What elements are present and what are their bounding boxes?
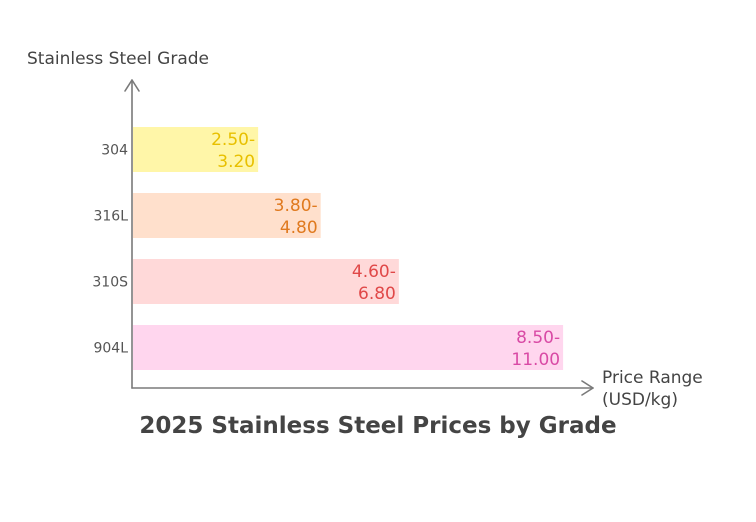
category-label-904l: 904L [93, 341, 128, 357]
category-label-310s: 310S [92, 275, 128, 291]
x-axis-arrowhead [581, 380, 594, 396]
data-label-904l: 8.50-11.00 [511, 328, 560, 370]
bar-316l [133, 193, 321, 238]
y-axis-title: Stainless Steel Grade [27, 49, 209, 69]
data-label-310s: 4.60-6.80 [352, 262, 396, 304]
bar-310s [133, 259, 399, 304]
chart-title: 2025 Stainless Steel Prices by Grade [139, 413, 617, 439]
bar-904l [133, 325, 564, 370]
data-label-304: 2.50-3.20 [211, 130, 255, 172]
x-axis-title: Price Range (USD/kg) [602, 368, 708, 410]
bar-304 [133, 127, 259, 172]
x-axis-title-line-1: Price Range [602, 368, 703, 388]
category-label-304: 304 [101, 143, 128, 159]
data-label-316l: 3.80-4.80 [274, 196, 318, 238]
y-axis-arrowhead [124, 79, 140, 92]
bar-series: 304 2.50-3.20 316L 3.80-4.80 310S 4.60-6.80 90… [92, 127, 564, 370]
category-label-316l: 316L [93, 209, 128, 225]
x-axis-title-line-2: (USD/kg) [602, 390, 678, 410]
